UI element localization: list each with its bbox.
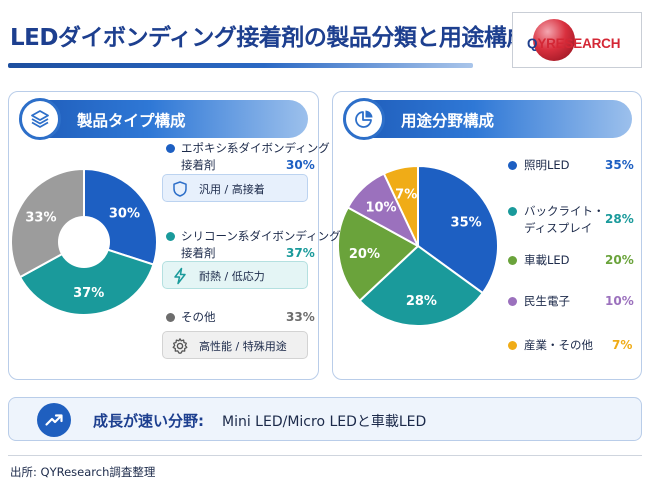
pie-slice <box>417 164 499 295</box>
footer-divider <box>8 455 642 456</box>
slice-value-label: 10% <box>365 201 396 216</box>
pie-chart-icon <box>343 98 385 140</box>
logo-text-q: Q <box>527 36 538 51</box>
slice-value-label: 33% <box>25 211 56 226</box>
legend-label: その他 <box>181 310 216 324</box>
application-header: 用途分野構成 <box>343 98 632 140</box>
slice-value-label: 37% <box>73 286 104 301</box>
feature-tag: 耐熱 / 低応力 <box>162 261 308 289</box>
legend-label: シリコーン系ダイボンディング <box>181 229 341 243</box>
slice-value-label: 20% <box>349 247 380 262</box>
application-pie-chart: 35% 28% 20% 10%7% <box>337 164 499 327</box>
source-note: 出所: QYResearch調査整理 <box>10 465 156 479</box>
pie-slice <box>337 206 420 303</box>
title-underline <box>8 63 473 68</box>
legend-label-line2: 接着剤 <box>181 246 216 260</box>
gear-icon <box>171 337 189 359</box>
legend-label-line2: ディスプレイ <box>524 221 593 235</box>
feature-label: 高性能 / 特殊用途 <box>199 340 287 353</box>
growth-banner: 成長が速い分野: Mini LED/Micro LEDと車載LED <box>8 397 642 441</box>
legend-swatch <box>508 207 517 216</box>
donut-hole <box>58 216 110 268</box>
application-panel: 用途分野構成 <box>332 91 642 380</box>
feature-tag: 高性能 / 特殊用途 <box>162 331 308 359</box>
lightning-icon <box>171 267 189 289</box>
application-heading: 用途分野構成 <box>401 112 495 130</box>
legend-swatch <box>508 161 517 170</box>
company-logo: QYRESEARCH <box>512 12 642 68</box>
product-type-header: 製品タイプ構成 <box>19 98 308 140</box>
pie-slice <box>18 240 155 316</box>
legend-swatch <box>166 232 175 241</box>
logo-text-rest: YRESEARCH <box>537 36 621 51</box>
slice-value-label: 28% <box>406 294 437 309</box>
growth-value: Mini LED/Micro LEDと車載LED <box>222 414 427 430</box>
layers-icon <box>19 98 61 140</box>
legend-label: 民生電子 <box>524 294 570 308</box>
slice-value-label: 30% <box>109 207 140 222</box>
legend-swatch <box>508 256 517 265</box>
product-type-heading: 製品タイプ構成 <box>77 112 186 130</box>
legend-percent: 28% <box>605 212 634 226</box>
legend-label: 車載LED <box>524 253 570 267</box>
product-type-panel: 製品タイプ構成 <box>8 91 319 380</box>
legend-percent: 37% <box>286 246 315 260</box>
legend-percent: 30% <box>286 158 315 172</box>
pie-slice <box>358 244 485 327</box>
logo-text: QYRESEARCH <box>527 36 620 51</box>
legend-label: 産業・その他 <box>524 338 593 352</box>
trending-up-icon <box>37 403 71 437</box>
legend-percent: 35% <box>605 158 634 172</box>
legend-swatch <box>166 144 175 153</box>
page-title: LEDダイボンディング接着剤の製品分類と用途構成 <box>10 25 529 51</box>
slice-value-label: 7% <box>395 187 417 202</box>
legend-swatch <box>508 341 517 350</box>
feature-label: 汎用 / 高接着 <box>199 183 265 196</box>
globe-icon <box>533 19 575 61</box>
legend-label: 照明LED <box>524 158 570 172</box>
legend-percent: 10% <box>605 294 634 308</box>
legend-swatch <box>166 313 175 322</box>
feature-tag: 汎用 / 高接着 <box>162 174 308 202</box>
legend-percent: 20% <box>605 253 634 267</box>
legend-percent: 7% <box>612 338 633 352</box>
legend-label: バックライト・ <box>524 204 605 218</box>
slice-value-label: 35% <box>451 215 482 230</box>
feature-label: 耐熱 / 低応力 <box>199 270 265 283</box>
product-type-donut-chart: 30% 37% 33% <box>10 167 158 316</box>
growth-label: 成長が速い分野: <box>93 412 204 430</box>
legend-label-line2: 接着剤 <box>181 158 216 172</box>
legend-percent: 33% <box>286 310 315 324</box>
legend-swatch <box>508 297 517 306</box>
legend-label: エポキシ系ダイボンディング <box>181 141 330 155</box>
pie-slice <box>382 164 419 247</box>
shield-icon <box>171 180 189 202</box>
